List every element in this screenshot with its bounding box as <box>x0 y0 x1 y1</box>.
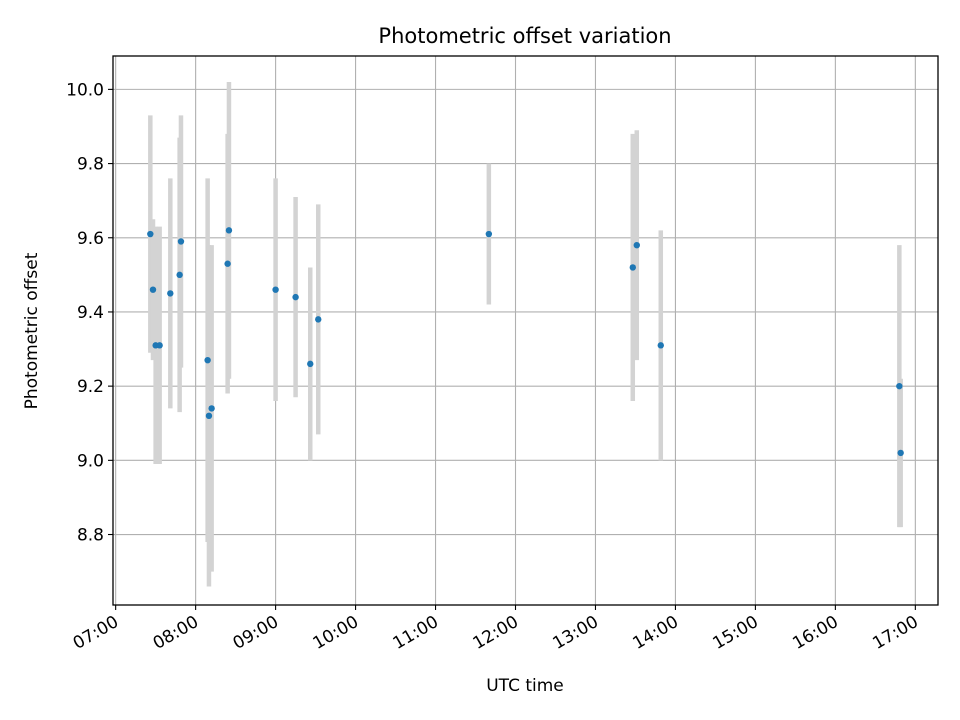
data-point <box>149 286 157 293</box>
data-point <box>315 316 322 323</box>
data-points <box>147 227 904 457</box>
plot-frame <box>112 55 939 606</box>
x-axis-label: UTC time <box>486 676 564 696</box>
y-tick-label: 9.4 <box>77 303 104 323</box>
data-point <box>224 260 231 267</box>
y-tick-label: 9.2 <box>77 377 104 397</box>
data-point <box>629 264 636 271</box>
data-point <box>156 342 163 349</box>
y-tick-label: 9.6 <box>77 229 104 249</box>
grid <box>113 56 938 605</box>
chart-title: Photometric offset variation <box>378 24 671 48</box>
data-point <box>896 382 903 390</box>
data-point <box>633 241 640 249</box>
data-point <box>225 227 233 234</box>
data-point <box>177 238 185 245</box>
data-point <box>147 230 154 238</box>
data-point <box>204 356 211 364</box>
data-point <box>897 449 904 457</box>
y-axis-label: Photometric offset <box>22 252 42 409</box>
data-point <box>208 405 215 412</box>
data-point <box>205 412 213 420</box>
data-point <box>307 360 314 368</box>
data-point <box>167 290 174 297</box>
y-tick-label: 9.8 <box>77 155 104 175</box>
y-tick-label: 9.0 <box>77 451 104 471</box>
data-point <box>292 293 299 301</box>
data-point <box>176 271 183 279</box>
data-point <box>485 230 493 238</box>
y-tick-label: 8.8 <box>77 526 104 546</box>
data-point <box>657 342 664 349</box>
y-tick-label: 10.0 <box>66 80 104 100</box>
y-axis-ticks: 8.8 9.0 9.2 9.4 9.6 9.8 10.0 <box>66 80 113 546</box>
data-point <box>272 286 279 293</box>
